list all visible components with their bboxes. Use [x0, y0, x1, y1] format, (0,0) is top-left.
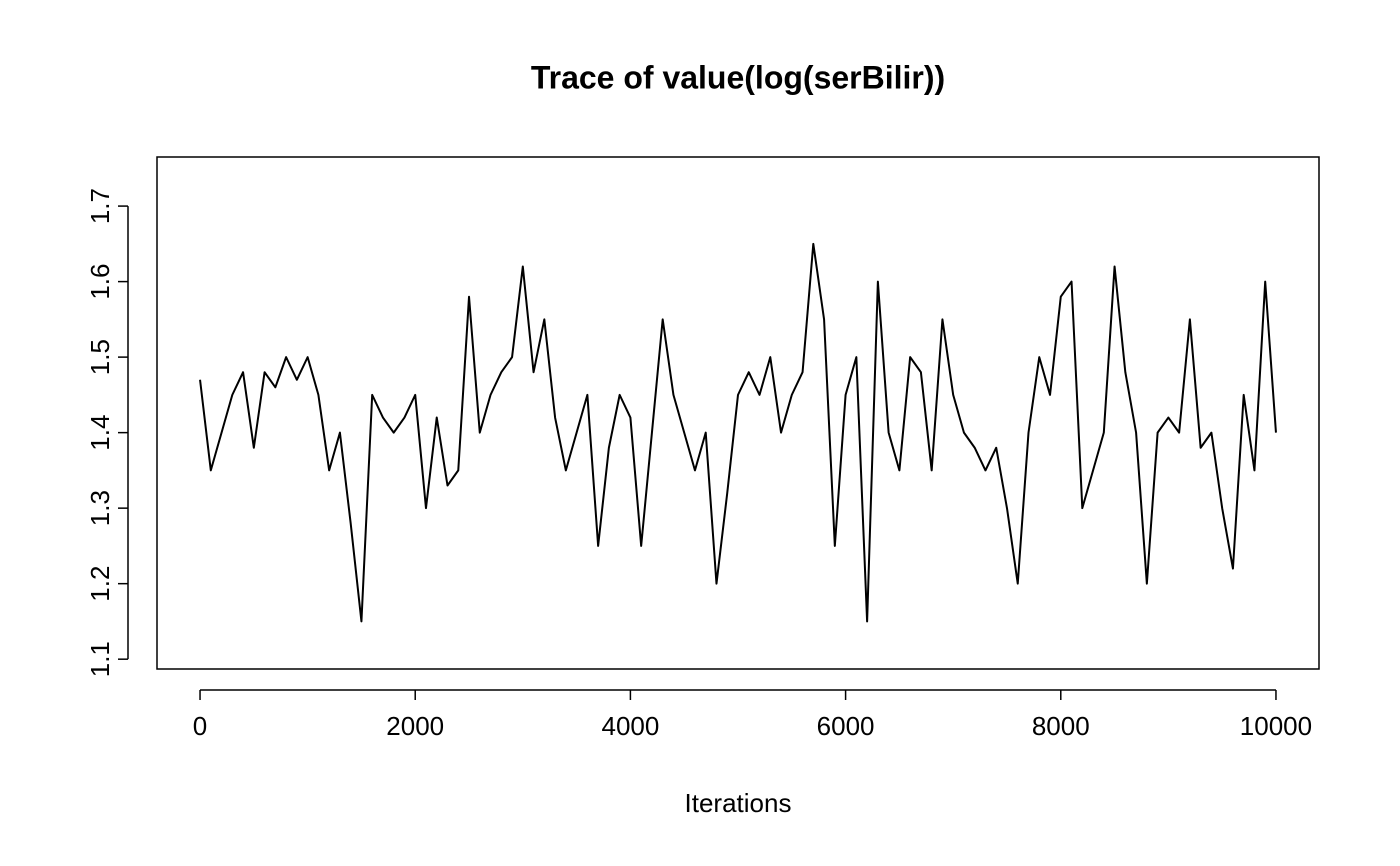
y-tick-label: 1.4: [85, 415, 115, 451]
chart-title: Trace of value(log(serBilir)): [531, 59, 945, 95]
x-tick-label: 8000: [1032, 711, 1090, 741]
x-axis-label: Iterations: [685, 788, 792, 818]
x-tick-label: 6000: [817, 711, 875, 741]
y-tick-label: 1.7: [85, 188, 115, 224]
y-tick-label: 1.6: [85, 264, 115, 300]
x-tick-label: 10000: [1240, 711, 1312, 741]
x-tick-label: 4000: [601, 711, 659, 741]
y-tick-label: 1.1: [85, 641, 115, 677]
y-tick-label: 1.2: [85, 566, 115, 602]
plot-box: [156, 156, 1320, 670]
trace-line: [199, 242, 1277, 623]
x-tick-label: 2000: [386, 711, 444, 741]
y-tick-label: 1.3: [85, 490, 115, 526]
x-tick-label: 0: [193, 711, 207, 741]
y-tick-label: 1.5: [85, 339, 115, 375]
